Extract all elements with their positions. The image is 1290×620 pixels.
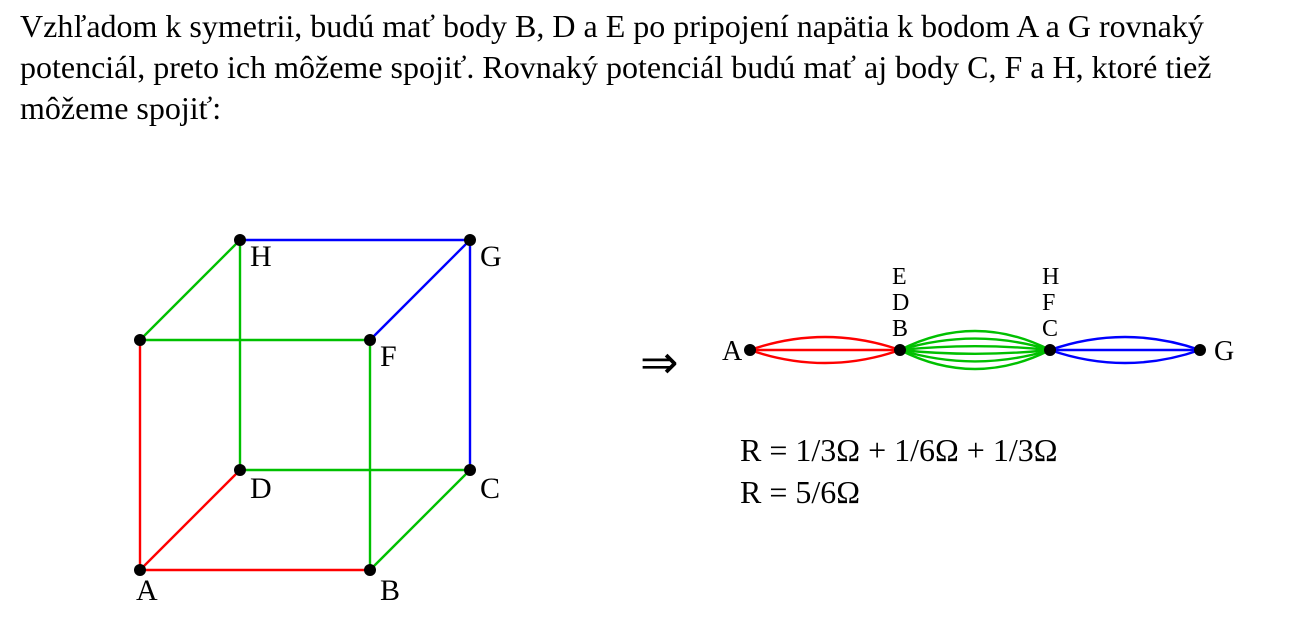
svg-text:E: E xyxy=(892,264,907,290)
svg-text:D: D xyxy=(892,290,909,316)
formula-block: R = 1/3Ω + 1/6Ω + 1/3Ω R = 5/6Ω xyxy=(740,430,1058,513)
svg-text:B: B xyxy=(892,316,908,342)
svg-text:C: C xyxy=(1042,316,1058,342)
formula-line-1: R = 1/3Ω + 1/6Ω + 1/3Ω xyxy=(740,430,1058,472)
implies-arrow: ⇒ xyxy=(640,335,679,389)
cube-diagram: ABDCEFHG xyxy=(130,150,530,615)
svg-text:H: H xyxy=(250,240,272,273)
formula-line-2: R = 5/6Ω xyxy=(740,472,1058,514)
svg-text:G: G xyxy=(1214,336,1234,367)
svg-text:H: H xyxy=(1042,264,1059,290)
svg-text:F: F xyxy=(1042,290,1055,316)
svg-text:B: B xyxy=(380,574,400,607)
svg-text:G: G xyxy=(480,240,502,273)
svg-text:F: F xyxy=(380,340,397,373)
explanation-text: Vzhľadom k symetrii, budú mať body B, D … xyxy=(20,6,1270,129)
svg-text:A: A xyxy=(722,336,743,367)
reduced-circuit-diagram: A G EDB HFC xyxy=(720,250,1260,435)
svg-text:A: A xyxy=(136,574,158,607)
svg-text:C: C xyxy=(480,472,500,505)
svg-text:D: D xyxy=(250,472,272,505)
